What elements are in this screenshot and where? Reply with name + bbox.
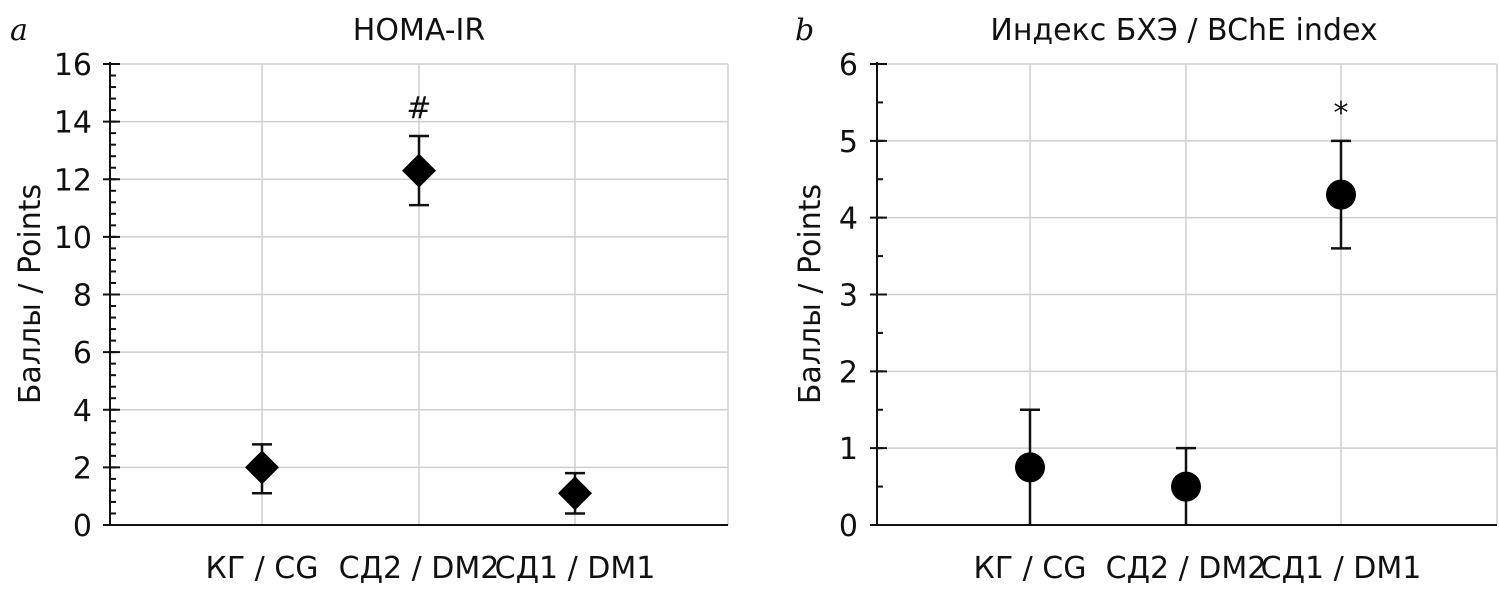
y-tick-label: 16: [54, 48, 92, 83]
y-tick-label: 4: [73, 394, 92, 429]
y-tick-label: 6: [73, 336, 92, 371]
y-axis-label: Баллы / Points: [13, 184, 48, 404]
chart-title: Индекс БХЭ / BChE index: [990, 13, 1377, 48]
data-point-circle: [1171, 471, 1201, 502]
panel-letter: a: [10, 13, 28, 48]
x-category-label: СД1 / DM1: [495, 551, 656, 586]
panel-letter: b: [795, 13, 814, 48]
data-point-diamond: [245, 450, 279, 485]
y-tick-label: 1: [839, 432, 858, 467]
y-tick-label: 3: [839, 279, 858, 314]
data-point-circle: [1326, 179, 1356, 210]
significance-marker: *: [1334, 96, 1349, 131]
x-category-label: КГ / CG: [206, 551, 319, 586]
x-category-label: СД1 / DM1: [1261, 551, 1422, 586]
x-category-label: СД2 / DM2: [339, 551, 500, 586]
y-tick-label: 5: [839, 125, 858, 160]
y-axis-label: Баллы / Points: [793, 184, 828, 404]
data-point-circle: [1015, 452, 1045, 483]
y-tick-label: 2: [73, 451, 92, 486]
y-tick-label: 8: [73, 279, 92, 314]
data-point-diamond: [402, 153, 436, 188]
significance-marker: #: [406, 91, 431, 126]
y-tick-label: 0: [73, 509, 92, 544]
y-tick-label: 0: [839, 509, 858, 544]
y-tick-label: 2: [839, 355, 858, 390]
y-tick-label: 4: [839, 202, 858, 237]
y-tick-label: 6: [839, 48, 858, 83]
x-category-label: СД2 / DM2: [1106, 551, 1267, 586]
data-point-diamond: [558, 476, 592, 511]
y-tick-label: 10: [54, 221, 92, 256]
y-tick-label: 12: [54, 163, 92, 198]
x-category-label: КГ / CG: [974, 551, 1087, 586]
chart-title: HOMA-IR: [353, 13, 485, 48]
y-tick-label: 14: [54, 106, 92, 141]
